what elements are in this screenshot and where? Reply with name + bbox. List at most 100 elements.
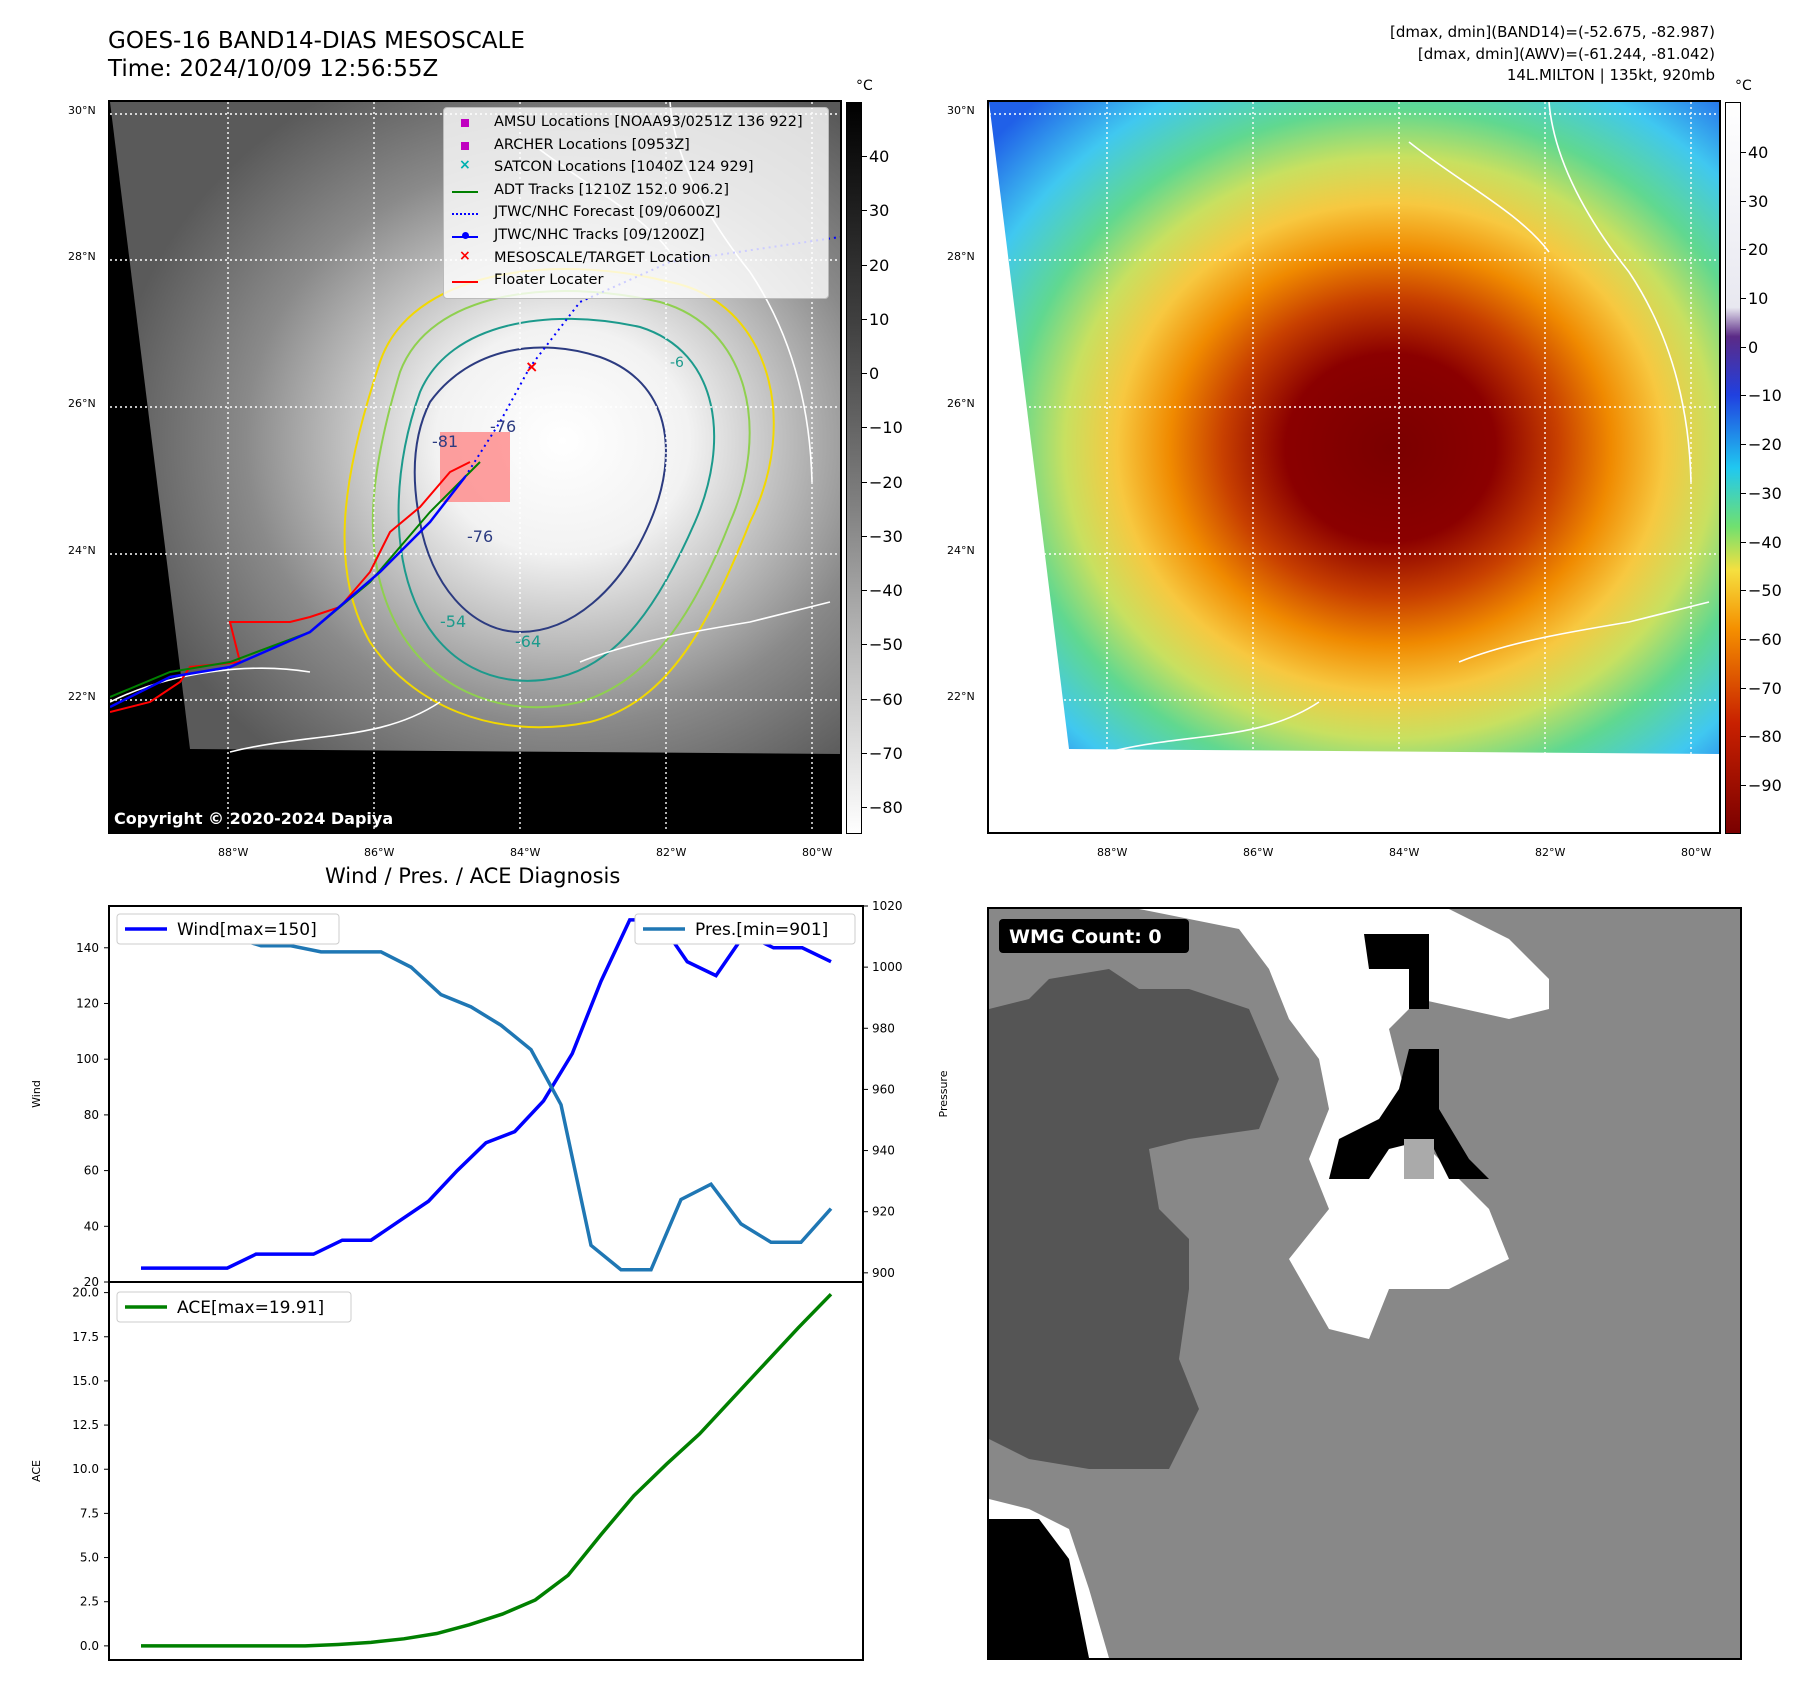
wmg-panel: WMG Count: 0: [987, 907, 1742, 1660]
legend-dot: [462, 232, 469, 239]
wmg-black-corner: [989, 1519, 1089, 1658]
wind-ytick-label: 80: [84, 1108, 99, 1122]
colorbar-tick: [862, 318, 867, 320]
legend-swatch: [452, 281, 478, 284]
colorbar-tick: [1741, 590, 1746, 592]
legend-label: Wind[max=150]: [177, 920, 317, 940]
legend-item: Floater Locater: [444, 272, 828, 292]
legend-item: JTWC/NHC Tracks [09/1200Z]: [444, 227, 828, 247]
pres-ytick-label: 980: [872, 1021, 895, 1035]
pres-ytick-label: 1020: [872, 899, 903, 913]
wmg-gray-core: [1404, 1139, 1434, 1179]
colorbar-tick: [862, 698, 867, 700]
colorbar-tick-label: −10: [869, 418, 903, 438]
ir-colorbar-unit: °C: [856, 78, 873, 94]
colorbar-tick: [1741, 152, 1746, 153]
ace-axes: [108, 1281, 864, 1661]
colorbar-tick: [1741, 444, 1746, 446]
colorbar-tick: [862, 752, 867, 754]
legend-swatch: ×: [459, 157, 471, 174]
lon-tick-label: 82°W: [1535, 846, 1566, 859]
stats-storm: 14L.MILTON | 135kt, 920mb: [1506, 66, 1715, 84]
legend-label: ADT Tracks [1210Z 152.0 906.2]: [494, 181, 730, 198]
stats-awv: [dmax, dmin](AWV)=(-61.244, -81.042): [1417, 45, 1715, 63]
series-line: [141, 918, 832, 1270]
colorbar-tick-label: 10: [869, 309, 890, 329]
legend-swatch: [452, 190, 478, 193]
colorbar-tick: [1741, 736, 1746, 738]
colorbar-tick: [862, 427, 867, 429]
awv-map-svg: [989, 102, 1719, 832]
colorbar-tick-label: −40: [869, 581, 903, 600]
colorbar-tick-label: 40: [1748, 143, 1769, 162]
legend-swatch: [461, 119, 469, 127]
colorbar-tick-label: 10: [1748, 289, 1769, 309]
contour-label-1: -76: [467, 527, 493, 546]
legend-item: AMSU Locations [NOAA93/0251Z 136 922]: [444, 114, 828, 134]
lat-tick-label: 26°N: [68, 397, 96, 410]
wind-ytick-label: 140: [76, 941, 99, 955]
ace-ytick-label: 5.0: [80, 1551, 99, 1565]
lon-tick-label: 82°W: [656, 846, 687, 859]
pres-ytick-label: 900: [872, 1266, 895, 1280]
pres-ylabel: Pressure: [937, 1070, 950, 1117]
legend-label: ACE[max=19.91]: [177, 1298, 324, 1318]
wmg-label-box: [999, 919, 1189, 953]
colorbar-tick-label: −50: [869, 635, 903, 655]
lon-tick-label: 88°W: [1097, 846, 1128, 859]
lat-tick-label: 28°N: [947, 250, 975, 263]
awv-image: [989, 102, 1719, 754]
wind-ylabel: Wind: [30, 1080, 43, 1108]
ir-map-panel: × -76 -76 -81 -54 -64 -6 Copyright © 202…: [108, 100, 842, 834]
legend-label: Floater Locater: [494, 272, 604, 289]
ace-ytick-label: 12.5: [72, 1418, 99, 1432]
ir-colorbar: [846, 102, 862, 834]
pres-ytick-label: 920: [872, 1205, 895, 1219]
figure-time: Time: 2024/10/09 12:56:55Z: [108, 56, 439, 82]
target-marker: ×: [525, 357, 538, 376]
colorbar-tick: [862, 590, 867, 591]
series-line: [141, 1292, 833, 1648]
legend-swatch: [452, 213, 478, 217]
lon-tick-label: 86°W: [364, 846, 395, 859]
colorbar-tick: [1741, 249, 1746, 251]
awv-coastline: [1108, 102, 1710, 753]
legend-label: ARCHER Locations [0953Z]: [494, 136, 690, 153]
colorbar-tick: [862, 210, 867, 212]
pres-ytick-label: 940: [872, 1144, 895, 1158]
awv-colorbar-unit: °C: [1735, 78, 1752, 94]
contour-label-2: -76: [490, 417, 516, 436]
colorbar-tick: [1741, 200, 1746, 202]
colorbar-tick-label: −60: [869, 689, 903, 709]
wmg-black-core: [1329, 1049, 1489, 1179]
legend-item: × SATCON Locations [1040Z 124 929]: [444, 157, 828, 179]
colorbar-tick: [862, 535, 867, 537]
colorbar-tick-label: −80: [869, 798, 903, 817]
colorbar-tick: [1741, 541, 1746, 543]
ace-legend: [116, 1291, 352, 1323]
legend-swatch: [461, 141, 469, 150]
ace-ytick-label: 7.5: [80, 1506, 99, 1520]
figure-title: GOES-16 BAND14-DIAS MESOSCALE: [108, 28, 525, 54]
colorbar-tick-label: −70: [869, 743, 903, 763]
contour-label-5: -64: [515, 632, 541, 651]
colorbar-tick: [862, 807, 867, 808]
colorbar-tick-label: −90: [1748, 776, 1782, 795]
colorbar-tick: [1741, 298, 1746, 300]
colorbar-tick-label: 30: [1748, 191, 1769, 211]
legend-item: ADT Tracks [1210Z 152.0 906.2]: [444, 182, 828, 202]
lon-tick-label: 84°W: [510, 846, 541, 859]
legend-label: AMSU Locations [NOAA93/0251Z 136 922]: [494, 114, 803, 130]
ace-ytick-label: 10.0: [72, 1462, 99, 1476]
lat-tick-label: 26°N: [947, 397, 975, 410]
colorbar-tick: [862, 156, 867, 157]
series-line: [141, 934, 833, 1272]
colorbar-tick-label: −30: [869, 526, 903, 546]
ace-ytick-label: 2.5: [80, 1595, 99, 1609]
ace-ytick-label: 20.0: [72, 1286, 99, 1300]
colorbar-tick-label: 0: [869, 364, 880, 383]
legend-item: × MESOSCALE/TARGET Location: [444, 247, 828, 270]
diagnosis-title: Wind / Pres. / ACE Diagnosis: [325, 864, 621, 888]
pres-ytick-label: 960: [872, 1082, 895, 1096]
legend-swatch: ×: [459, 247, 471, 264]
